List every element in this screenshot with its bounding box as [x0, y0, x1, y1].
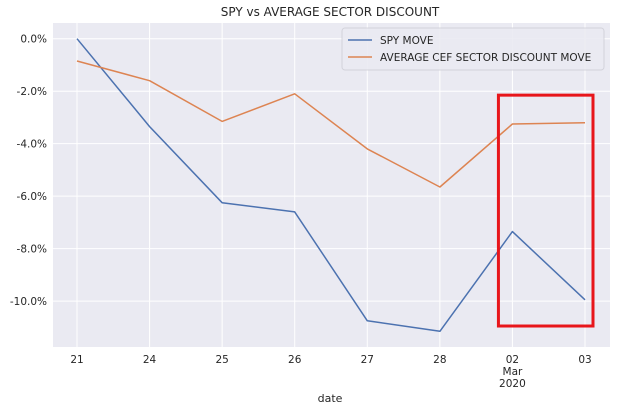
x-tick-label: 24	[143, 354, 157, 366]
y-tick-label: -2.0%	[17, 86, 47, 98]
x-tick-label: 02	[506, 354, 519, 366]
x-tick-label: 26	[288, 354, 302, 366]
x-tick-sublabel: Mar	[503, 366, 523, 378]
x-tick-label: 27	[361, 354, 374, 366]
x-tick-sublabel: 2020	[499, 378, 526, 390]
legend-label: AVERAGE CEF SECTOR DISCOUNT MOVE	[380, 52, 591, 64]
y-tick-label: -4.0%	[17, 139, 47, 151]
y-tick-label: -6.0%	[17, 191, 47, 203]
y-tick-label: -10.0%	[10, 296, 47, 308]
x-tick-label: 28	[433, 354, 446, 366]
y-tick-label: -8.0%	[17, 244, 47, 256]
x-tick-label: 03	[578, 354, 591, 366]
chart-title: SPY vs AVERAGE SECTOR DISCOUNT	[221, 5, 440, 19]
legend: SPY MOVE AVERAGE CEF SECTOR DISCOUNT MOVE	[342, 28, 604, 70]
x-axis-label: date	[318, 392, 343, 405]
x-tick-label: 21	[70, 354, 83, 366]
legend-label: SPY MOVE	[380, 35, 433, 47]
x-tick-label: 25	[215, 354, 228, 366]
plot-area	[53, 23, 610, 347]
y-tick-label: 0.0%	[20, 34, 47, 46]
y-tick-labels: 0.0% -2.0% -4.0% -6.0% -8.0% -10.0%	[10, 34, 47, 308]
